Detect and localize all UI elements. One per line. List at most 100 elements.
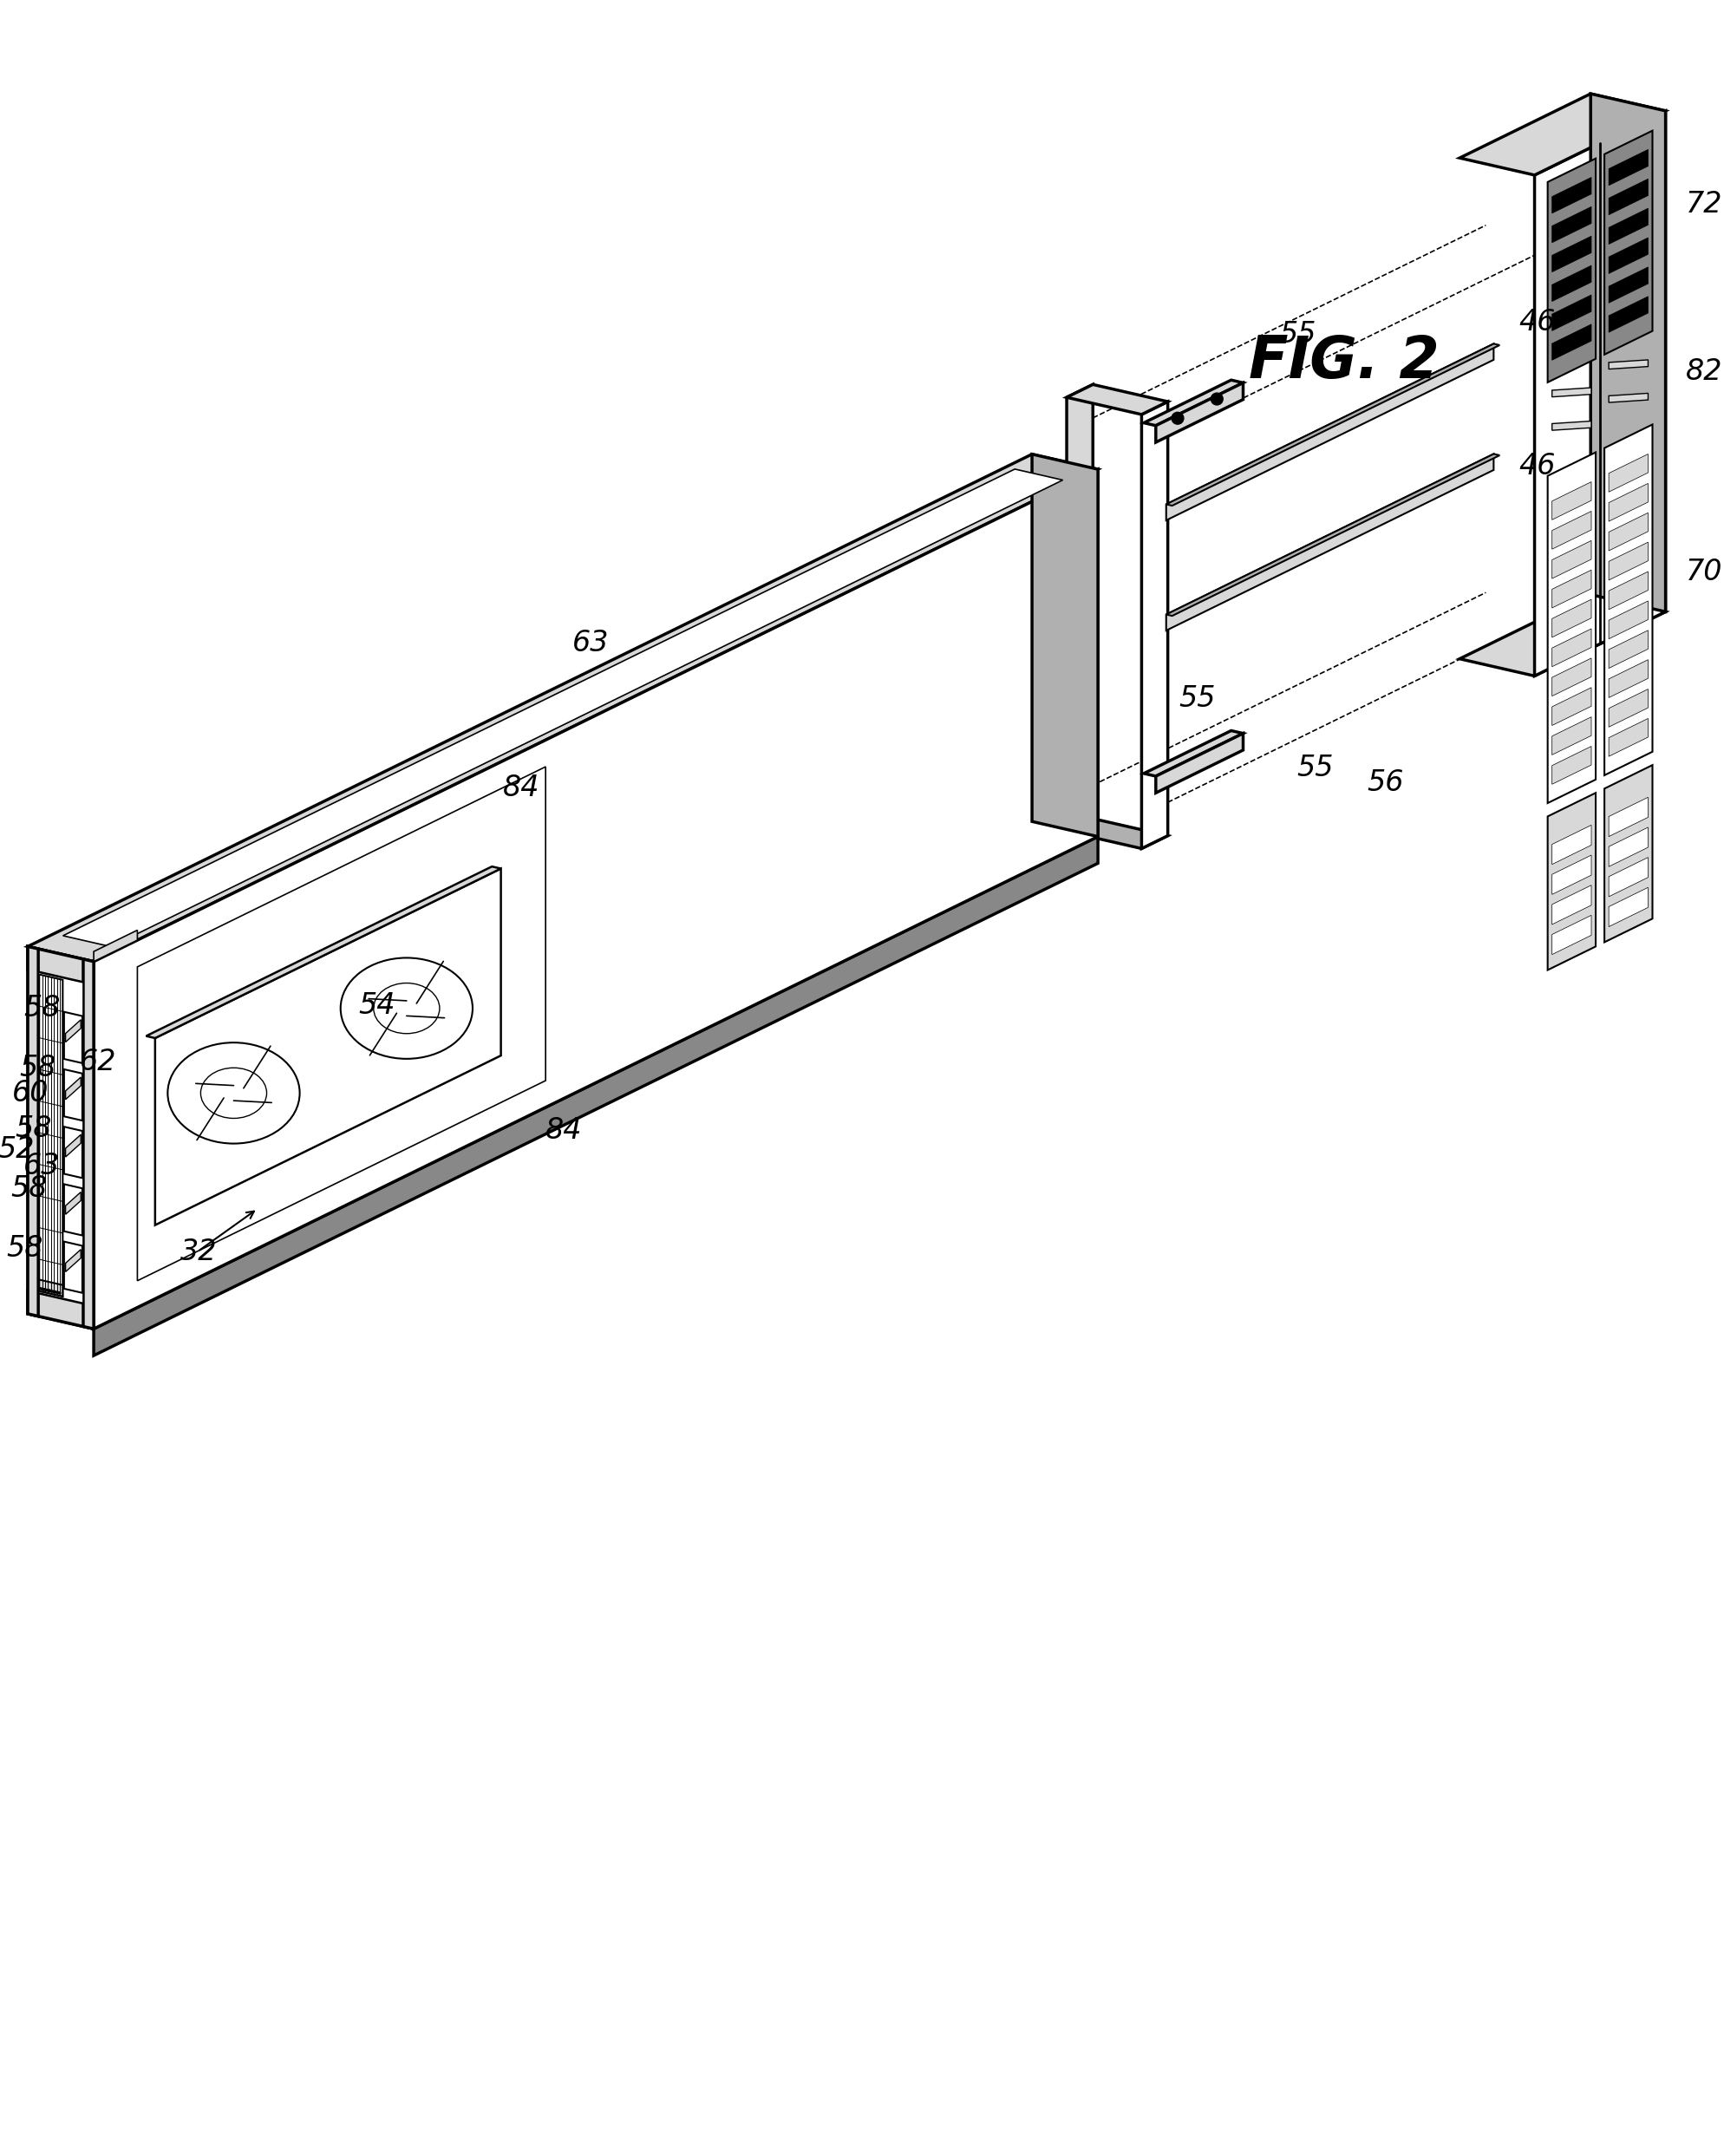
Polygon shape — [28, 946, 93, 985]
Polygon shape — [1608, 630, 1648, 668]
Circle shape — [1172, 412, 1184, 425]
Polygon shape — [1608, 571, 1648, 610]
Text: 84: 84 — [503, 774, 540, 802]
Polygon shape — [147, 867, 502, 1037]
Polygon shape — [1165, 455, 1500, 617]
Polygon shape — [28, 946, 93, 1328]
Polygon shape — [1552, 295, 1591, 330]
Polygon shape — [66, 1078, 81, 1100]
Polygon shape — [1608, 888, 1648, 927]
Polygon shape — [1155, 384, 1243, 442]
Polygon shape — [1608, 660, 1648, 699]
Polygon shape — [1608, 541, 1648, 580]
Polygon shape — [66, 1020, 81, 1041]
Text: 46: 46 — [1519, 453, 1555, 481]
Polygon shape — [1552, 886, 1591, 925]
Polygon shape — [1608, 483, 1648, 522]
Polygon shape — [1548, 453, 1596, 802]
Polygon shape — [66, 1192, 81, 1214]
Polygon shape — [1552, 688, 1591, 724]
Polygon shape — [1552, 481, 1591, 520]
Text: 58: 58 — [16, 1115, 52, 1143]
Text: 58: 58 — [19, 1054, 57, 1082]
Polygon shape — [1552, 658, 1591, 696]
Polygon shape — [1605, 765, 1652, 942]
Polygon shape — [1552, 265, 1591, 302]
Text: 55: 55 — [1179, 683, 1215, 714]
Polygon shape — [1552, 569, 1591, 608]
Polygon shape — [1552, 826, 1591, 865]
Polygon shape — [1552, 856, 1591, 895]
Polygon shape — [1552, 630, 1591, 666]
Polygon shape — [1608, 455, 1648, 492]
Text: 62: 62 — [79, 1048, 116, 1076]
Polygon shape — [66, 1250, 81, 1272]
Polygon shape — [66, 1134, 81, 1158]
Polygon shape — [1608, 690, 1648, 727]
Text: 58: 58 — [24, 994, 60, 1022]
Polygon shape — [1608, 295, 1648, 332]
Polygon shape — [64, 1184, 83, 1235]
Text: 82: 82 — [1686, 358, 1722, 386]
Text: 56: 56 — [1367, 768, 1403, 798]
Polygon shape — [155, 869, 502, 1225]
Polygon shape — [1608, 602, 1648, 638]
Polygon shape — [1067, 819, 1167, 849]
Text: 32: 32 — [181, 1238, 217, 1266]
Polygon shape — [1608, 149, 1648, 185]
Polygon shape — [1548, 793, 1596, 970]
Polygon shape — [1552, 718, 1591, 755]
Polygon shape — [1552, 323, 1591, 360]
Polygon shape — [1608, 513, 1648, 550]
Text: 55: 55 — [1296, 755, 1333, 783]
Polygon shape — [64, 470, 1062, 946]
Polygon shape — [1552, 177, 1591, 213]
Polygon shape — [28, 946, 38, 1315]
Polygon shape — [138, 768, 545, 1281]
Polygon shape — [1067, 384, 1167, 414]
Polygon shape — [1608, 718, 1648, 757]
Polygon shape — [1534, 110, 1665, 677]
Polygon shape — [1143, 731, 1243, 776]
Polygon shape — [1605, 425, 1652, 776]
Polygon shape — [1165, 343, 1500, 507]
Text: 84: 84 — [545, 1117, 583, 1145]
Polygon shape — [1548, 160, 1596, 382]
Polygon shape — [1552, 420, 1591, 431]
Ellipse shape — [200, 1067, 267, 1119]
Polygon shape — [1165, 343, 1493, 520]
Polygon shape — [1552, 511, 1591, 550]
Polygon shape — [1460, 595, 1665, 677]
Polygon shape — [1608, 798, 1648, 837]
Polygon shape — [28, 455, 1098, 962]
Text: 58: 58 — [7, 1235, 43, 1263]
Polygon shape — [93, 837, 1098, 1356]
Text: 54: 54 — [359, 992, 395, 1020]
Text: 60: 60 — [12, 1080, 48, 1108]
Polygon shape — [40, 975, 62, 1296]
Polygon shape — [64, 1069, 83, 1121]
Polygon shape — [1552, 207, 1591, 244]
Text: FIG. 2: FIG. 2 — [1248, 332, 1440, 390]
Polygon shape — [83, 959, 93, 1328]
Polygon shape — [40, 1281, 62, 1296]
Text: 46: 46 — [1519, 308, 1555, 336]
Circle shape — [1210, 392, 1222, 405]
Polygon shape — [1608, 360, 1648, 369]
Polygon shape — [1608, 858, 1648, 897]
Polygon shape — [1552, 541, 1591, 578]
Polygon shape — [1552, 746, 1591, 785]
Polygon shape — [1552, 916, 1591, 955]
Polygon shape — [28, 1291, 93, 1328]
Polygon shape — [93, 470, 1098, 1328]
Text: 63: 63 — [24, 1151, 60, 1181]
Polygon shape — [1608, 209, 1648, 244]
Polygon shape — [1608, 267, 1648, 304]
Polygon shape — [1591, 93, 1665, 612]
Polygon shape — [1143, 379, 1243, 425]
Ellipse shape — [374, 983, 440, 1033]
Polygon shape — [64, 1242, 83, 1294]
Text: 70: 70 — [1686, 558, 1722, 586]
Polygon shape — [1033, 455, 1098, 837]
Polygon shape — [1141, 401, 1167, 849]
